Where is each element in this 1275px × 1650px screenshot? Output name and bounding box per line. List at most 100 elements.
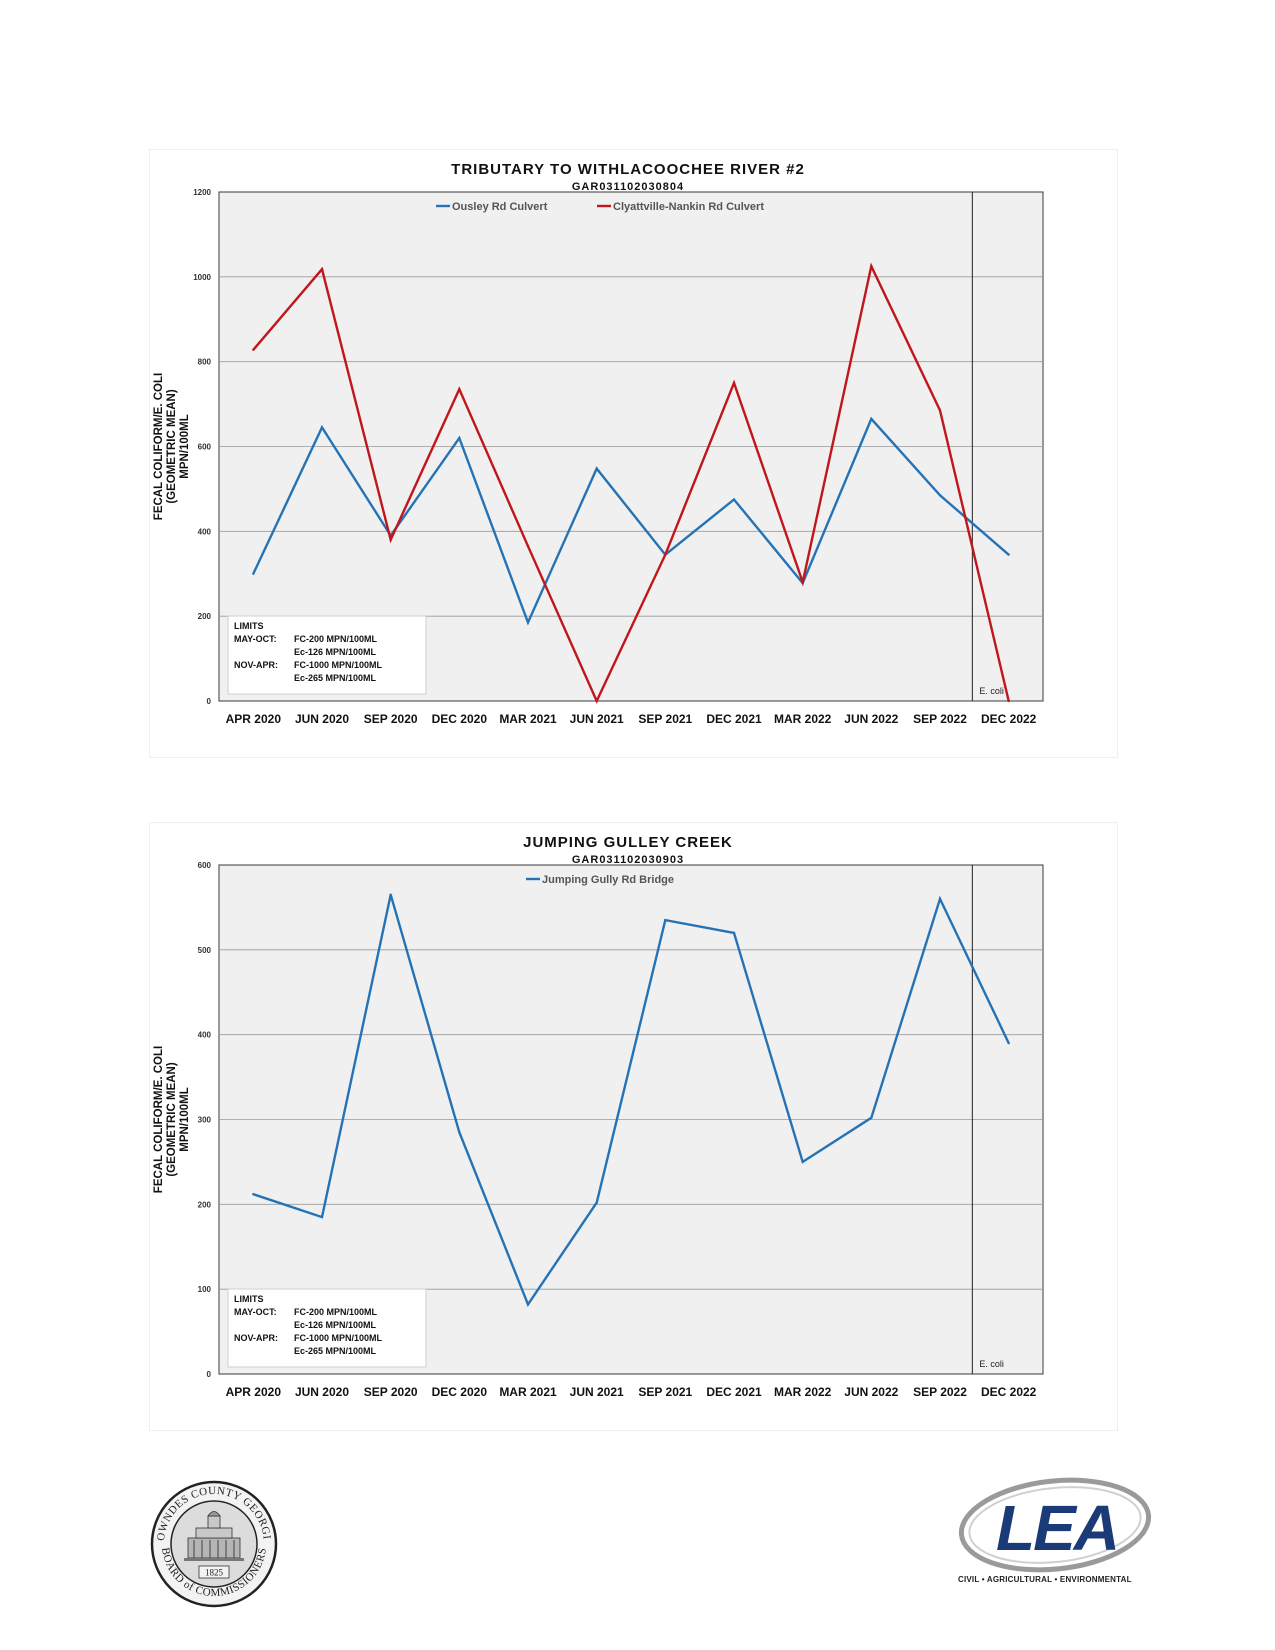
lea-logo: LEA — [958, 1477, 1152, 1573]
limits-season: MAY-OCT: — [234, 1307, 277, 1317]
data-point — [801, 581, 804, 584]
x-tick-label: MAR 2022 — [774, 1385, 832, 1399]
data-point — [389, 893, 392, 896]
limits-box — [227, 615, 427, 695]
lea-mark: LEA — [996, 1492, 1118, 1564]
legend-label: Clyattville-Nankin Rd Culvert — [613, 201, 764, 213]
data-point — [801, 1160, 804, 1164]
data-point — [870, 417, 873, 421]
chart-tributary-withlacoochee: 0 200 400 600 800 1000 1200 APR 2020 JUN 2020 SEP… — [149, 149, 1118, 758]
data-point — [664, 553, 667, 556]
x-tick-label: JUN 2021 — [570, 1385, 624, 1399]
series-line-1 — [252, 416, 1010, 626]
x-tick-label: JUN 2020 — [295, 712, 349, 726]
data-point — [595, 467, 598, 470]
chart-jumping-gulley-creek: 0 100 200 300 400 500 600 APR 2020 JUN 2020 SEP 2… — [149, 822, 1118, 1431]
data-point — [664, 918, 667, 922]
y-axis-label-line: MPN/100ML — [179, 414, 191, 479]
x-tick-label: JUN 2021 — [570, 712, 624, 726]
seal-year: 1825 — [205, 1568, 224, 1578]
data-point — [938, 897, 942, 901]
chart-subtitle: GAR031102030804 — [572, 181, 684, 193]
limits-value: FC-1000 MPN/100ML — [294, 660, 383, 670]
y-axis-label-line: (GEOMETRIC MEAN) — [166, 389, 178, 504]
chart-title: TRIBUTARY TO WITHLACOOCHEE RIVER #2 — [451, 161, 805, 178]
y-tick-label: 200 — [198, 1200, 212, 1209]
y-axis-label-line: FECAL COLIFORM/E. COLI — [153, 1046, 165, 1193]
x-tick-label: DEC 2020 — [432, 712, 488, 726]
y-tick-label: 500 — [198, 946, 212, 955]
x-tick-label: SEP 2020 — [364, 1385, 418, 1399]
data-point — [732, 498, 736, 501]
lea-tagline: CIVIL • AGRICULTURAL • ENVIRONMENTAL — [958, 1575, 1132, 1584]
courthouse-icon — [184, 1511, 244, 1561]
data-point — [252, 572, 255, 575]
x-tick-label: JUN 2022 — [844, 712, 898, 726]
series-line-1 — [252, 894, 1010, 1307]
x-tick-label: DEC 2020 — [432, 1385, 488, 1399]
data-point — [252, 1192, 255, 1196]
y-tick-label: 1000 — [193, 273, 211, 282]
data-point — [526, 544, 530, 548]
y-axis-label: FECAL COLIFORM/E. COLI(GEOMETRIC MEAN)MP… — [153, 373, 191, 520]
data-point — [320, 1215, 324, 1219]
x-tick-label: DEC 2022 — [981, 1385, 1037, 1399]
limits-value: FC-1000 MPN/100ML — [294, 1333, 383, 1343]
data-point — [870, 265, 873, 268]
x-tick-label: SEP 2021 — [638, 712, 692, 726]
data-point — [458, 388, 461, 391]
ecoli-marker-label: E. coli — [979, 1359, 1004, 1369]
x-tick-label: DEC 2022 — [981, 712, 1037, 726]
y-tick-label: 400 — [198, 1031, 212, 1040]
data-point — [252, 348, 255, 351]
limits-heading: LIMITS — [234, 621, 264, 631]
data-point — [732, 381, 736, 385]
x-tick-label: DEC 2021 — [706, 1385, 762, 1399]
y-tick-label: 100 — [198, 1285, 212, 1294]
x-tick-label: MAR 2021 — [499, 1385, 557, 1399]
limits-value: Ec-265 MPN/100ML — [294, 673, 377, 683]
data-point — [938, 494, 942, 497]
x-tick-label: SEP 2022 — [913, 712, 967, 726]
chart-svg: 0 100 200 300 400 500 600 APR 2020 JUN 2020 SEP 2… — [153, 834, 1044, 1399]
ecoli-marker-label: E. coli — [979, 686, 1004, 696]
data-point — [320, 426, 324, 429]
data-point — [320, 267, 324, 271]
limits-value: FC-200 MPN/100ML — [294, 1307, 378, 1317]
y-tick-label: 600 — [198, 443, 212, 452]
limits-value: Ec-265 MPN/100ML — [294, 1346, 377, 1356]
y-tick-label: 0 — [207, 1370, 212, 1379]
series-line-2 — [252, 262, 1010, 704]
data-point — [458, 436, 461, 440]
y-axis-label-line: (GEOMETRIC MEAN) — [166, 1062, 178, 1177]
y-axis-label-line: MPN/100ML — [179, 1087, 191, 1152]
x-tick-label: SEP 2022 — [913, 1385, 967, 1399]
data-point — [526, 621, 530, 624]
data-point — [458, 1131, 461, 1134]
x-tick-label: SEP 2020 — [364, 712, 418, 726]
limits-box — [227, 1288, 427, 1368]
x-tick-label: DEC 2021 — [706, 712, 762, 726]
data-point — [389, 538, 392, 542]
data-point — [526, 1303, 530, 1306]
limits-season: NOV-APR: — [234, 660, 278, 670]
x-tick-label: SEP 2021 — [638, 1385, 692, 1399]
y-axis-label-line: FECAL COLIFORM/E. COLI — [153, 373, 165, 520]
y-tick-label: 800 — [198, 358, 212, 367]
data-point — [595, 699, 598, 703]
data-point — [595, 1201, 598, 1204]
chart-title: JUMPING GULLEY CREEK — [523, 834, 733, 851]
y-tick-label: 400 — [198, 527, 212, 536]
data-point — [870, 1116, 873, 1120]
limits-value: Ec-126 MPN/100ML — [294, 647, 377, 657]
limits-value: Ec-126 MPN/100ML — [294, 1320, 377, 1330]
limits-season: MAY-OCT: — [234, 634, 277, 644]
y-tick-label: 0 — [207, 697, 212, 706]
y-axis-label: FECAL COLIFORM/E. COLI(GEOMETRIC MEAN)MP… — [153, 1046, 191, 1193]
y-tick-label: 200 — [198, 612, 212, 621]
y-tick-label: 600 — [198, 861, 212, 870]
limits-value: FC-200 MPN/100ML — [294, 634, 378, 644]
x-tick-label: JUN 2022 — [844, 1385, 898, 1399]
data-point — [1007, 553, 1010, 556]
